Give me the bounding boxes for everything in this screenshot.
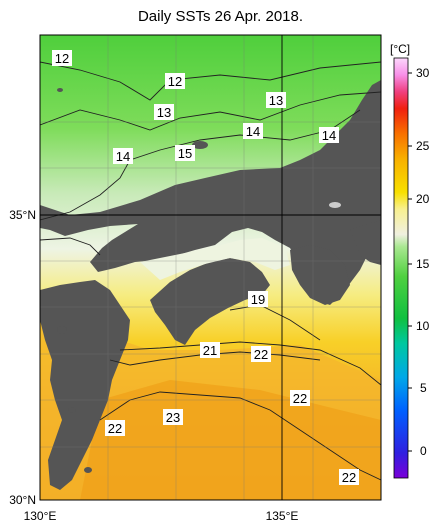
colorbar-tick: 30 <box>416 66 430 80</box>
island <box>329 202 341 208</box>
x-tick-label: 130°E <box>24 509 57 523</box>
svg-text:19: 19 <box>251 292 265 307</box>
island <box>57 88 63 92</box>
svg-text:13: 13 <box>157 105 171 120</box>
svg-text:22: 22 <box>293 391 307 406</box>
contour-label: 13 <box>266 92 286 108</box>
contour-label-group: 12 12 13 13 14 14 14 15 19 21 22 22 23 2… <box>52 50 359 485</box>
colorbar-tick: 0 <box>420 444 427 458</box>
colorbar-unit: [°C] <box>390 42 410 56</box>
contour-label: 22 <box>339 469 359 485</box>
svg-text:14: 14 <box>246 124 260 139</box>
contour-label: 13 <box>154 104 174 120</box>
island <box>192 141 208 149</box>
contour-label: 14 <box>113 148 133 164</box>
tokai-coast <box>350 220 381 265</box>
kii-peninsula <box>290 245 350 305</box>
svg-text:14: 14 <box>322 128 336 143</box>
svg-text:14: 14 <box>116 149 130 164</box>
svg-text:13: 13 <box>269 93 283 108</box>
y-tick-label: 30°N <box>9 493 36 507</box>
svg-text:23: 23 <box>166 410 180 425</box>
svg-text:21: 21 <box>203 343 217 358</box>
svg-text:22: 22 <box>108 421 122 436</box>
contour-label: 14 <box>319 127 339 143</box>
contour-label: 14 <box>243 123 263 139</box>
colorbar-tick: 10 <box>416 319 430 333</box>
colorbar-tick: 20 <box>416 192 430 206</box>
island <box>57 326 67 334</box>
x-tick-label: 135°E <box>266 509 299 523</box>
major-grid <box>40 35 381 500</box>
svg-text:12: 12 <box>55 51 69 66</box>
colorbar-ticks: 30 25 20 15 10 5 0 <box>408 66 430 458</box>
y-tick-label: 35°N <box>9 208 36 222</box>
island <box>68 407 76 413</box>
contour-label: 23 <box>163 409 183 425</box>
contour-label: 12 <box>52 50 72 66</box>
contour-label: 19 <box>248 291 268 307</box>
map-title: Daily SSTs 26 Apr. 2018. <box>137 8 304 25</box>
colorbar-tick: 5 <box>420 381 427 395</box>
inland-sea <box>140 238 290 280</box>
hot-water-region <box>80 380 381 500</box>
island <box>84 467 92 473</box>
colorbar <box>393 57 409 479</box>
contour-label: 12 <box>165 73 185 89</box>
contour-label: 22 <box>105 420 125 436</box>
svg-text:22: 22 <box>254 347 268 362</box>
shikoku-land <box>150 258 270 345</box>
contour-label: 15 <box>175 145 195 161</box>
svg-text:22: 22 <box>342 470 356 485</box>
contour-label: 22 <box>290 390 310 406</box>
plot-frame <box>39 34 382 501</box>
svg-text:15: 15 <box>178 146 192 161</box>
colorbar-tick: 25 <box>416 139 430 153</box>
contour-label: 21 <box>200 342 220 358</box>
contour-label: 22 <box>251 346 271 362</box>
svg-text:12: 12 <box>168 74 182 89</box>
colorbar-tick: 15 <box>416 257 430 271</box>
